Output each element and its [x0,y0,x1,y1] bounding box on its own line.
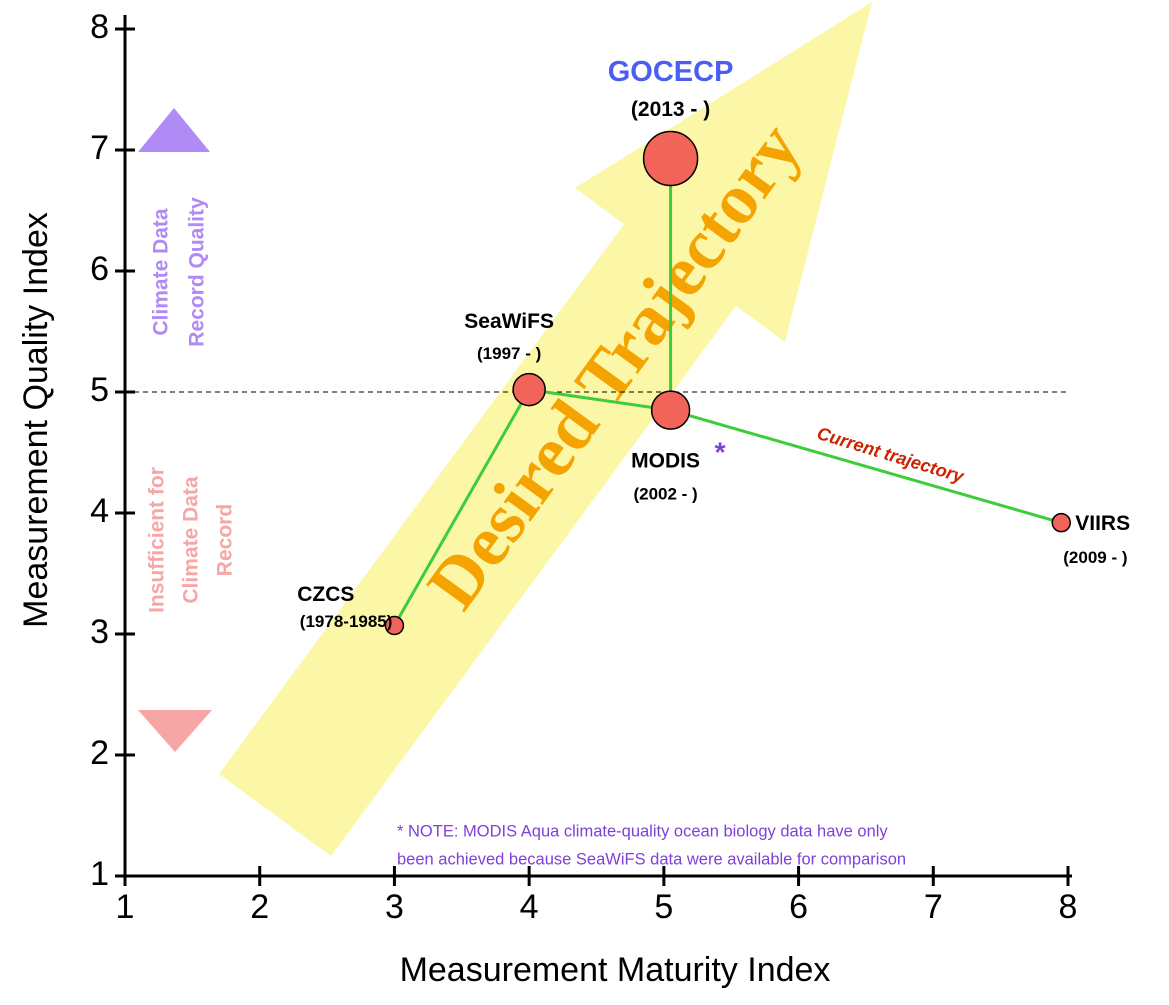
current-label: Current trajectory [815,423,967,487]
x-tick-label: 1 [116,888,135,926]
y-tick-label: 5 [90,371,109,409]
point-name: SeaWiFS [464,310,554,333]
y-tick-label: 6 [90,250,109,288]
quality-up-label: Record Quality [186,197,209,347]
y-tick-label: 8 [90,8,109,46]
y-tick-label: 2 [90,734,109,772]
y-tick-label: 7 [90,129,109,167]
y-tick-label: 1 [90,855,109,893]
point-name: CZCS [297,583,354,606]
point-name: MODIS [631,450,700,473]
trajectory-line [671,410,1062,523]
y-tick-label: 4 [90,492,109,530]
note-mark: * [715,437,726,468]
quality-down-label: Climate Data [180,476,203,604]
x-tick-label: 4 [520,888,539,926]
x-axis-title: Measurement Maturity Index [400,951,831,989]
quality-down-label: Record [214,504,237,576]
x-tick-label: 6 [789,888,808,926]
y-axis-title: Measurement Quality Index [17,212,55,628]
x-tick-label: 2 [250,888,269,926]
point-year: (2013 - ) [631,98,710,121]
point [513,374,545,406]
y-tick-label: 3 [90,613,109,651]
point-year: (2002 - ) [633,485,697,504]
x-tick-label: 3 [385,888,404,926]
quality-up-label: Climate Data [150,208,173,336]
point [1052,514,1070,532]
point-year: (1978-1985) [300,612,393,631]
quality-down-label: Insufficient for [146,467,169,613]
point-name: GOCECP [608,56,734,88]
chart: Measurement Maturity Index Measurement Q… [0,0,1169,1000]
point-name: VIIRS [1075,512,1130,535]
note: been achieved because SeaWiFS data were … [397,850,906,868]
x-tick-label: 8 [1059,888,1078,926]
point-year: (2009 - ) [1063,548,1127,567]
point-year: (1997 - ) [477,344,541,363]
quality-down-arrow [138,710,212,752]
quality-up-arrow [138,108,210,152]
x-tick-label: 7 [924,888,943,926]
note: * NOTE: MODIS Aqua climate-quality ocean… [397,822,888,840]
point [652,391,690,429]
x-tick-label: 5 [654,888,673,926]
point [644,131,698,185]
